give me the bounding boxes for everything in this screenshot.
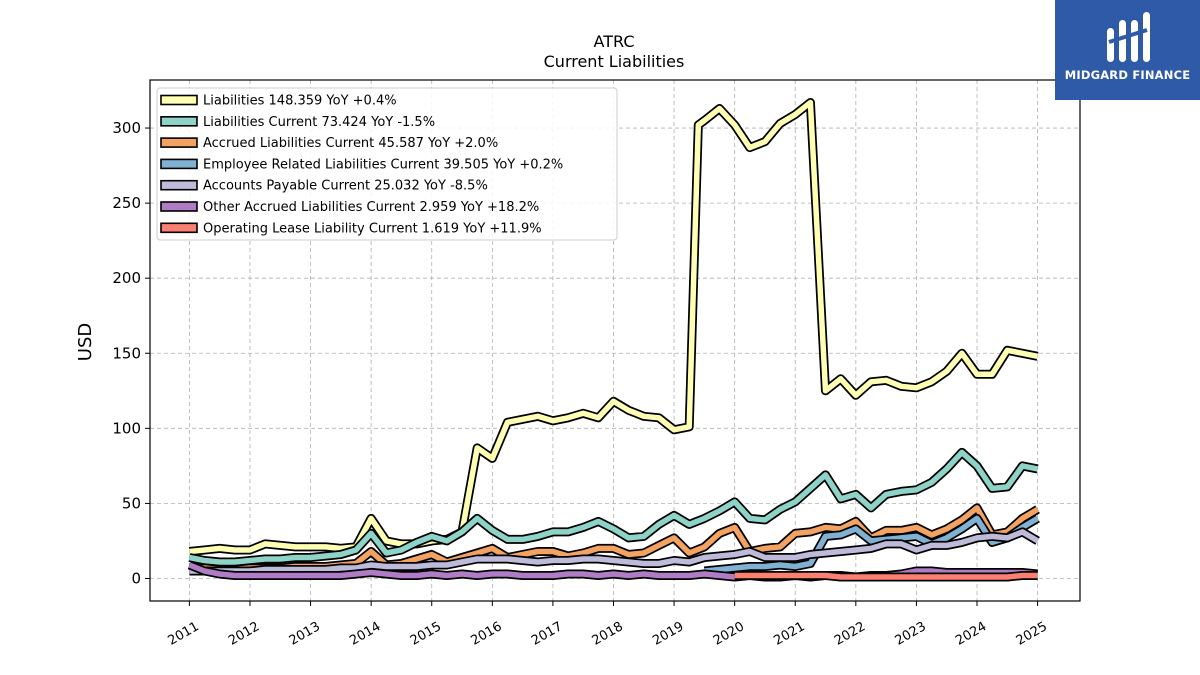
legend-entry: Employee Related Liabilities Current 39.… [203,157,563,172]
series-line [189,529,1040,574]
x-tick-label: 2024 [953,619,989,649]
legend-swatch [160,201,198,212]
legend-swatch [160,137,198,148]
chart-subtitle: Current Liabilities [544,52,685,71]
legend-swatch [160,222,198,234]
y-tick-label: 300 [112,119,141,137]
x-tick-label: 2018 [590,619,626,649]
series-employee-related-liabilities-current [703,513,1040,576]
legend-swatch [160,94,198,106]
x-tick-label: 2016 [468,619,504,649]
series-lines [187,98,1040,582]
x-tick-label: 2012 [226,619,262,649]
y-tick-label: 250 [112,194,141,212]
series-line [189,99,1039,555]
x-tick-label: 2020 [711,619,747,649]
series-operating-lease-liability-current [734,571,1038,582]
x-tick-label: 2023 [893,619,929,649]
series-accounts-payable-current [189,527,1040,576]
series-liabilities-current [188,447,1039,567]
x-tick-label: 2017 [529,619,565,649]
legend-entry: Liabilities 148.359 YoY +0.4% [203,94,397,109]
x-tick-label: 2015 [408,619,444,649]
series-liabilities [188,98,1039,556]
legend-entry: Other Accrued Liabilities Current 2.959 … [203,200,539,215]
legend-swatch [160,158,198,170]
midgard-logo-icon [1107,12,1150,62]
y-tick-label: 50 [122,494,141,512]
x-tick-label: 2013 [287,619,323,649]
y-tick-label: 0 [131,569,141,587]
legend-entry: Operating Lease Liability Current 1.619 … [203,221,542,236]
x-tick-label: 2025 [1014,619,1050,649]
legend-swatch [160,116,198,127]
x-tick-label: 2019 [650,619,686,649]
y-tick-label: 150 [112,344,141,362]
legend-box [156,87,618,241]
plot-frame [149,79,1081,602]
chart-title: ATRC [594,32,635,51]
legend-entry: Accrued Liabilities Current 45.587 YoY +… [203,136,498,151]
y-tick-label: 100 [112,419,141,437]
series-line [734,572,1038,580]
series-line [704,515,1040,574]
y-tick-label: 200 [112,269,141,287]
legend: Liabilities 148.359 YoY +0.4% Liabilities… [156,87,618,241]
x-tick-label: 2014 [347,619,383,649]
x-tick-label: 2011 [166,619,202,649]
legend-entry: Accounts Payable Current 25.032 YoY -8.5… [203,179,488,194]
logo-badge: MIDGARD FINANCE [1055,0,1200,100]
x-tick-label: 2021 [771,619,807,649]
x-tick-label: 2022 [832,619,868,649]
legend-swatch [160,179,198,191]
legend-entry: Liabilities Current 73.424 YoY -1.5% [203,115,435,130]
logo-text: MIDGARD FINANCE [1064,68,1191,82]
y-axis-label: USD [75,323,96,361]
series-line [188,449,1039,565]
